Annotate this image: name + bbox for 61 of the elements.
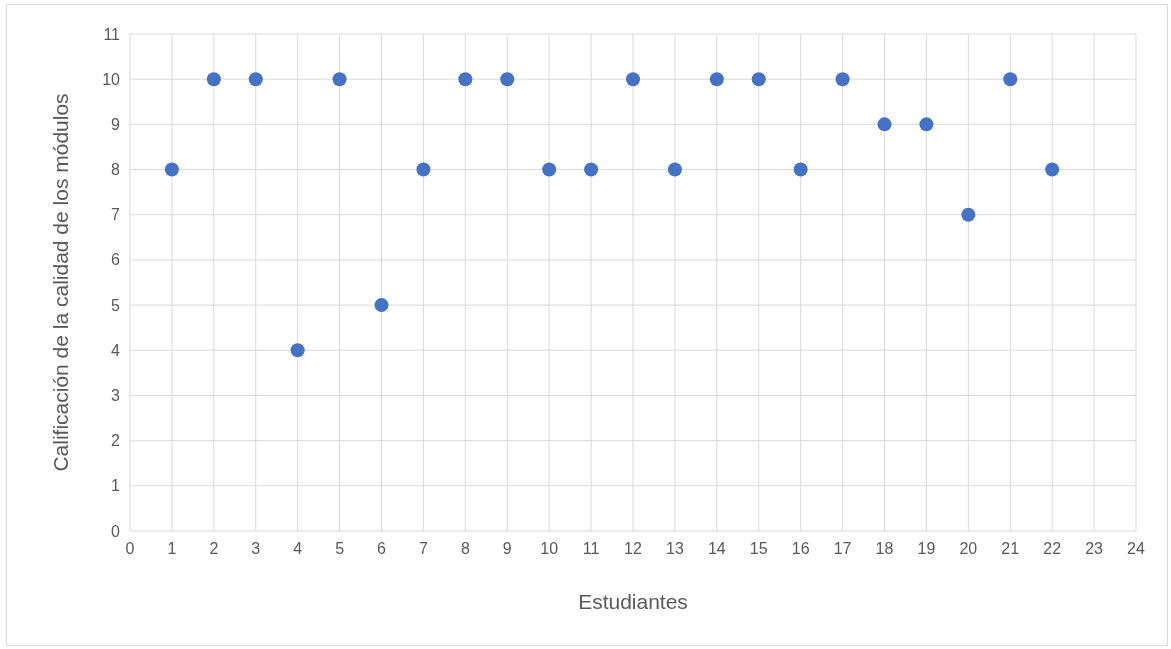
x-tick-label: 24 — [1127, 540, 1145, 557]
point — [877, 117, 892, 132]
x-tick-label: 1 — [167, 540, 177, 557]
y-tick-label: 1 — [111, 477, 121, 495]
x-tick-label: 20 — [959, 540, 978, 557]
x-tick-label: 2 — [209, 540, 219, 557]
x-tick-label: 5 — [335, 540, 345, 557]
point — [1003, 72, 1018, 87]
x-tick-label: 17 — [833, 540, 852, 557]
y-tick-label: 3 — [111, 386, 121, 404]
x-tick-label: 21 — [1001, 540, 1020, 557]
y-axis-title: Calificación de la calidad de los módulos — [49, 93, 72, 472]
x-tick-label: 6 — [377, 540, 387, 557]
y-tick-label: 2 — [111, 432, 121, 450]
y-tick-label: 11 — [103, 25, 121, 43]
x-tick-label: 10 — [540, 540, 559, 557]
x-tick-label: 3 — [251, 540, 261, 557]
point — [206, 72, 221, 87]
x-tick-label: 18 — [875, 540, 894, 557]
x-tick-label: 14 — [707, 540, 726, 557]
y-tick-label: 10 — [102, 70, 121, 88]
x-tick-label: 7 — [418, 540, 428, 557]
x-tick-label: 19 — [917, 540, 936, 557]
x-tick-label: 13 — [666, 540, 684, 557]
x-tick-label: 8 — [460, 540, 470, 557]
y-tick-label: 6 — [111, 251, 121, 269]
x-tick-label: 16 — [791, 540, 810, 557]
x-tick-label: 11 — [582, 540, 600, 557]
y-tick-label: 5 — [111, 296, 121, 314]
point — [667, 162, 682, 177]
x-tick-label: 0 — [125, 540, 135, 557]
point — [751, 72, 766, 87]
x-tick-label: 22 — [1043, 540, 1062, 557]
point — [542, 162, 557, 177]
x-tick-label: 4 — [293, 540, 303, 557]
point — [919, 117, 934, 132]
point — [835, 72, 850, 87]
x-tick-label: 12 — [624, 540, 642, 557]
point — [248, 72, 263, 87]
y-tick-label: 0 — [111, 522, 121, 540]
point — [332, 72, 347, 87]
point — [458, 72, 473, 87]
point — [961, 207, 976, 222]
x-tick-label: 9 — [502, 540, 512, 557]
point — [500, 72, 515, 87]
x-axis-title: Estudiantes — [578, 590, 688, 613]
point — [709, 72, 724, 87]
y-tick-label: 4 — [111, 341, 121, 359]
point — [626, 72, 640, 87]
point — [416, 162, 431, 177]
y-tick-label: 8 — [111, 161, 121, 179]
x-tick-label: 15 — [749, 540, 768, 557]
point — [164, 162, 179, 177]
y-tick-label: 9 — [111, 115, 121, 133]
point — [374, 298, 389, 313]
x-tick-label: 23 — [1085, 540, 1104, 557]
point — [290, 343, 305, 358]
point — [793, 162, 808, 177]
point — [584, 162, 599, 177]
y-tick-label: 7 — [111, 206, 121, 224]
point — [1045, 162, 1060, 177]
